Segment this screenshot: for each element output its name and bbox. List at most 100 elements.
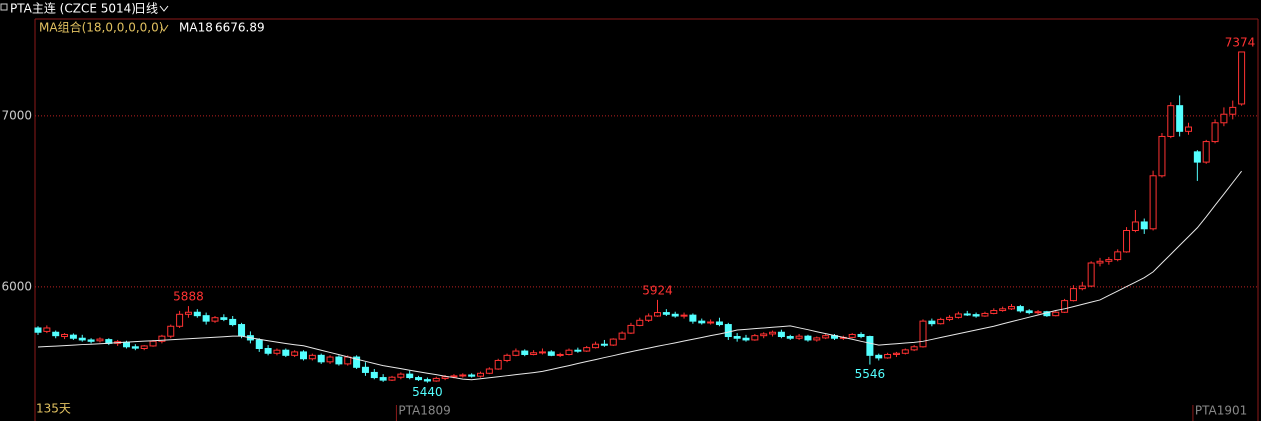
candle-body (167, 325, 175, 337)
extreme-label: 7374 (1225, 35, 1256, 49)
candle-body (69, 334, 77, 339)
candle-body (1229, 106, 1237, 115)
period[interactable]: 日线 (134, 2, 158, 16)
candle-body (1069, 288, 1077, 302)
indicator[interactable]: MA组合(18,0,0,0,0,0) (39, 20, 163, 35)
candle-body (636, 319, 644, 326)
candle-body (990, 310, 998, 314)
candle-body (609, 338, 617, 346)
candle-body (565, 349, 573, 355)
candle-body (468, 374, 476, 377)
extreme-label: 5546 (855, 367, 886, 381)
extreme-label: 5888 (173, 290, 204, 304)
candle-body (892, 352, 900, 355)
indicator-chevron[interactable] (160, 24, 169, 32)
candle-body (78, 337, 86, 341)
candle-body (415, 377, 423, 381)
candle-body (760, 333, 768, 337)
candle-body (742, 337, 750, 341)
extreme-label: 5924 (642, 283, 673, 297)
candle-body (229, 318, 237, 326)
candle-body (1176, 105, 1184, 132)
ma-line (37, 170, 1242, 381)
candle-body (1078, 285, 1086, 290)
candle-body (255, 339, 263, 349)
menu-icon[interactable] (0, 3, 8, 11)
candle-body (1052, 311, 1060, 317)
candle-body (1016, 306, 1024, 312)
candle-body (1185, 126, 1192, 132)
candle-body (724, 324, 732, 338)
candle-body (848, 333, 856, 338)
candle-body (884, 353, 892, 359)
candle-body (689, 314, 697, 322)
candle-body (220, 317, 228, 320)
candle-body (87, 339, 95, 342)
candle-body (875, 354, 883, 359)
period-chevron[interactable] (159, 5, 169, 12)
candle-body (1140, 221, 1148, 230)
candle-body (972, 314, 980, 317)
candle-body (202, 315, 210, 322)
candle-body (96, 338, 104, 342)
candle-body (61, 333, 69, 338)
candle-body (645, 315, 653, 321)
candle-body (273, 349, 281, 354)
candle-body (795, 335, 803, 339)
candle-body (193, 311, 201, 317)
candle-body (928, 320, 936, 325)
candle-body (1220, 113, 1228, 124)
candle-body (804, 335, 812, 341)
candle-body (1008, 306, 1015, 310)
candle-body (176, 313, 184, 327)
candle-body (450, 375, 458, 378)
candle-body (459, 374, 467, 377)
candle-body (733, 336, 741, 339)
y-tick-label: 7000 (1, 108, 32, 122)
candle-body (1096, 260, 1104, 264)
candle-body (140, 345, 148, 349)
candle-body (1061, 300, 1069, 313)
candle-body (813, 337, 821, 341)
candle-body (769, 331, 777, 335)
candle-body (1105, 259, 1113, 262)
candle-body (1193, 151, 1201, 163)
candle-body (592, 343, 600, 349)
candle-body (432, 377, 440, 382)
candle-body (397, 373, 405, 378)
candle-body (1149, 175, 1157, 230)
title: PTA主连 (CZCE 5014) (10, 1, 136, 16)
candle-body (946, 316, 954, 320)
candle-body (574, 349, 582, 352)
days-label: 135天 (36, 402, 71, 416)
candle-body (1238, 51, 1246, 105)
candle-body (423, 379, 431, 382)
candle-body (485, 368, 493, 374)
extreme-label: 5440 (412, 385, 443, 399)
candle-body (308, 354, 316, 360)
candle-body (822, 335, 830, 339)
candle-body (300, 351, 307, 360)
candle-body (1131, 221, 1139, 232)
candle-body (1034, 311, 1042, 314)
candle-body (158, 335, 166, 342)
candle-body (556, 353, 564, 356)
ma-value: 6676.89 (215, 21, 265, 35)
candle-body (963, 313, 971, 316)
candle-body (654, 312, 661, 317)
candle-body (698, 320, 706, 324)
candle-body (521, 350, 529, 355)
candle-body (494, 359, 502, 370)
candle-body (777, 331, 785, 338)
candle-body (547, 351, 555, 356)
candle-body (406, 373, 414, 379)
candle-body (1167, 105, 1175, 137)
candle-body (901, 349, 909, 354)
candle-body (503, 354, 511, 361)
candle-body (1158, 135, 1166, 177)
candle-body (937, 318, 945, 325)
candle-body (149, 340, 157, 347)
candle-body (707, 321, 715, 324)
candle-body (1114, 251, 1122, 261)
candle-body (671, 313, 679, 317)
